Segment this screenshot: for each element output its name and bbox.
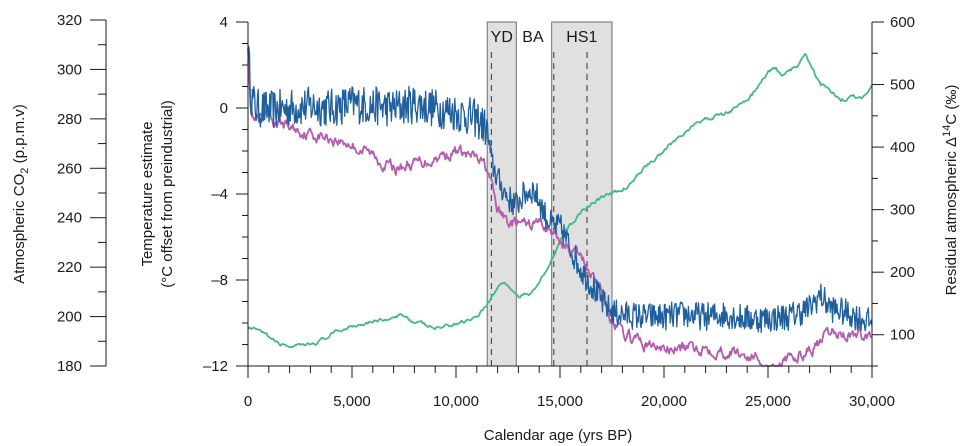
c14-tick-label-4: 500: [890, 77, 915, 94]
co2-tick-label-3: 240: [57, 210, 82, 227]
temperature-tick-label-3: 0: [220, 100, 228, 117]
co2-tick-label-1: 200: [57, 309, 82, 326]
series-temp_stack: [247, 45, 873, 333]
co2-tick-label-7: 320: [57, 12, 82, 29]
annotation-ba: BA: [522, 29, 544, 46]
x-tick-label-3: 15,000: [537, 393, 583, 410]
temperature-axis-title-line1: Temperature estimate: [139, 121, 156, 266]
co2-tick-label-0: 180: [57, 358, 82, 375]
x-tick-label-0: 0: [244, 393, 252, 410]
temperature-tick-label-0: –12: [203, 358, 228, 375]
co2-tick-label-5: 280: [57, 111, 82, 128]
band-label-yd: YD: [491, 29, 513, 46]
x-tick-label-5: 25,000: [745, 393, 791, 410]
co2-tick-label-6: 300: [57, 61, 82, 78]
co2-axis-title: Atmospheric CO2 (p.p.m.v): [11, 104, 31, 284]
c14-tick-label-2: 300: [890, 202, 915, 219]
co2-tick-label-4: 260: [57, 160, 82, 177]
c14-tick-label-0: 100: [890, 327, 915, 344]
temperature-tick-label-1: –8: [211, 272, 228, 289]
x-axis-title: Calendar age (yrs BP): [484, 427, 632, 444]
shaded-intervals: YD HS1 BA: [486, 21, 613, 367]
x-tick-label-2: 10,000: [433, 393, 479, 410]
c14-tick-label-3: 400: [890, 139, 915, 156]
c14-tick-label-5: 600: [890, 14, 915, 31]
x-tick-label-4: 20,000: [641, 393, 687, 410]
band-label-hs1: HS1: [566, 29, 597, 46]
band-hs1: [551, 21, 613, 367]
c14-axis-title: Residual atmospheric Δ14C (‰): [941, 85, 960, 296]
temperature-tick-label-4: 4: [220, 14, 228, 31]
co2-tick-label-2: 220: [57, 259, 82, 276]
axes-layer: 0 5,000 10,000 15,000 20,000 25,000 30,000 –12 –…: [57, 12, 915, 410]
temperature-axis-title-line2: (°C offset from preindustrial): [159, 100, 176, 287]
temperature-tick-label-2: –4: [211, 186, 228, 203]
x-tick-label-1: 5,000: [333, 393, 371, 410]
x-tick-label-6: 30,000: [849, 393, 895, 410]
c14-tick-label-1: 200: [890, 264, 915, 281]
